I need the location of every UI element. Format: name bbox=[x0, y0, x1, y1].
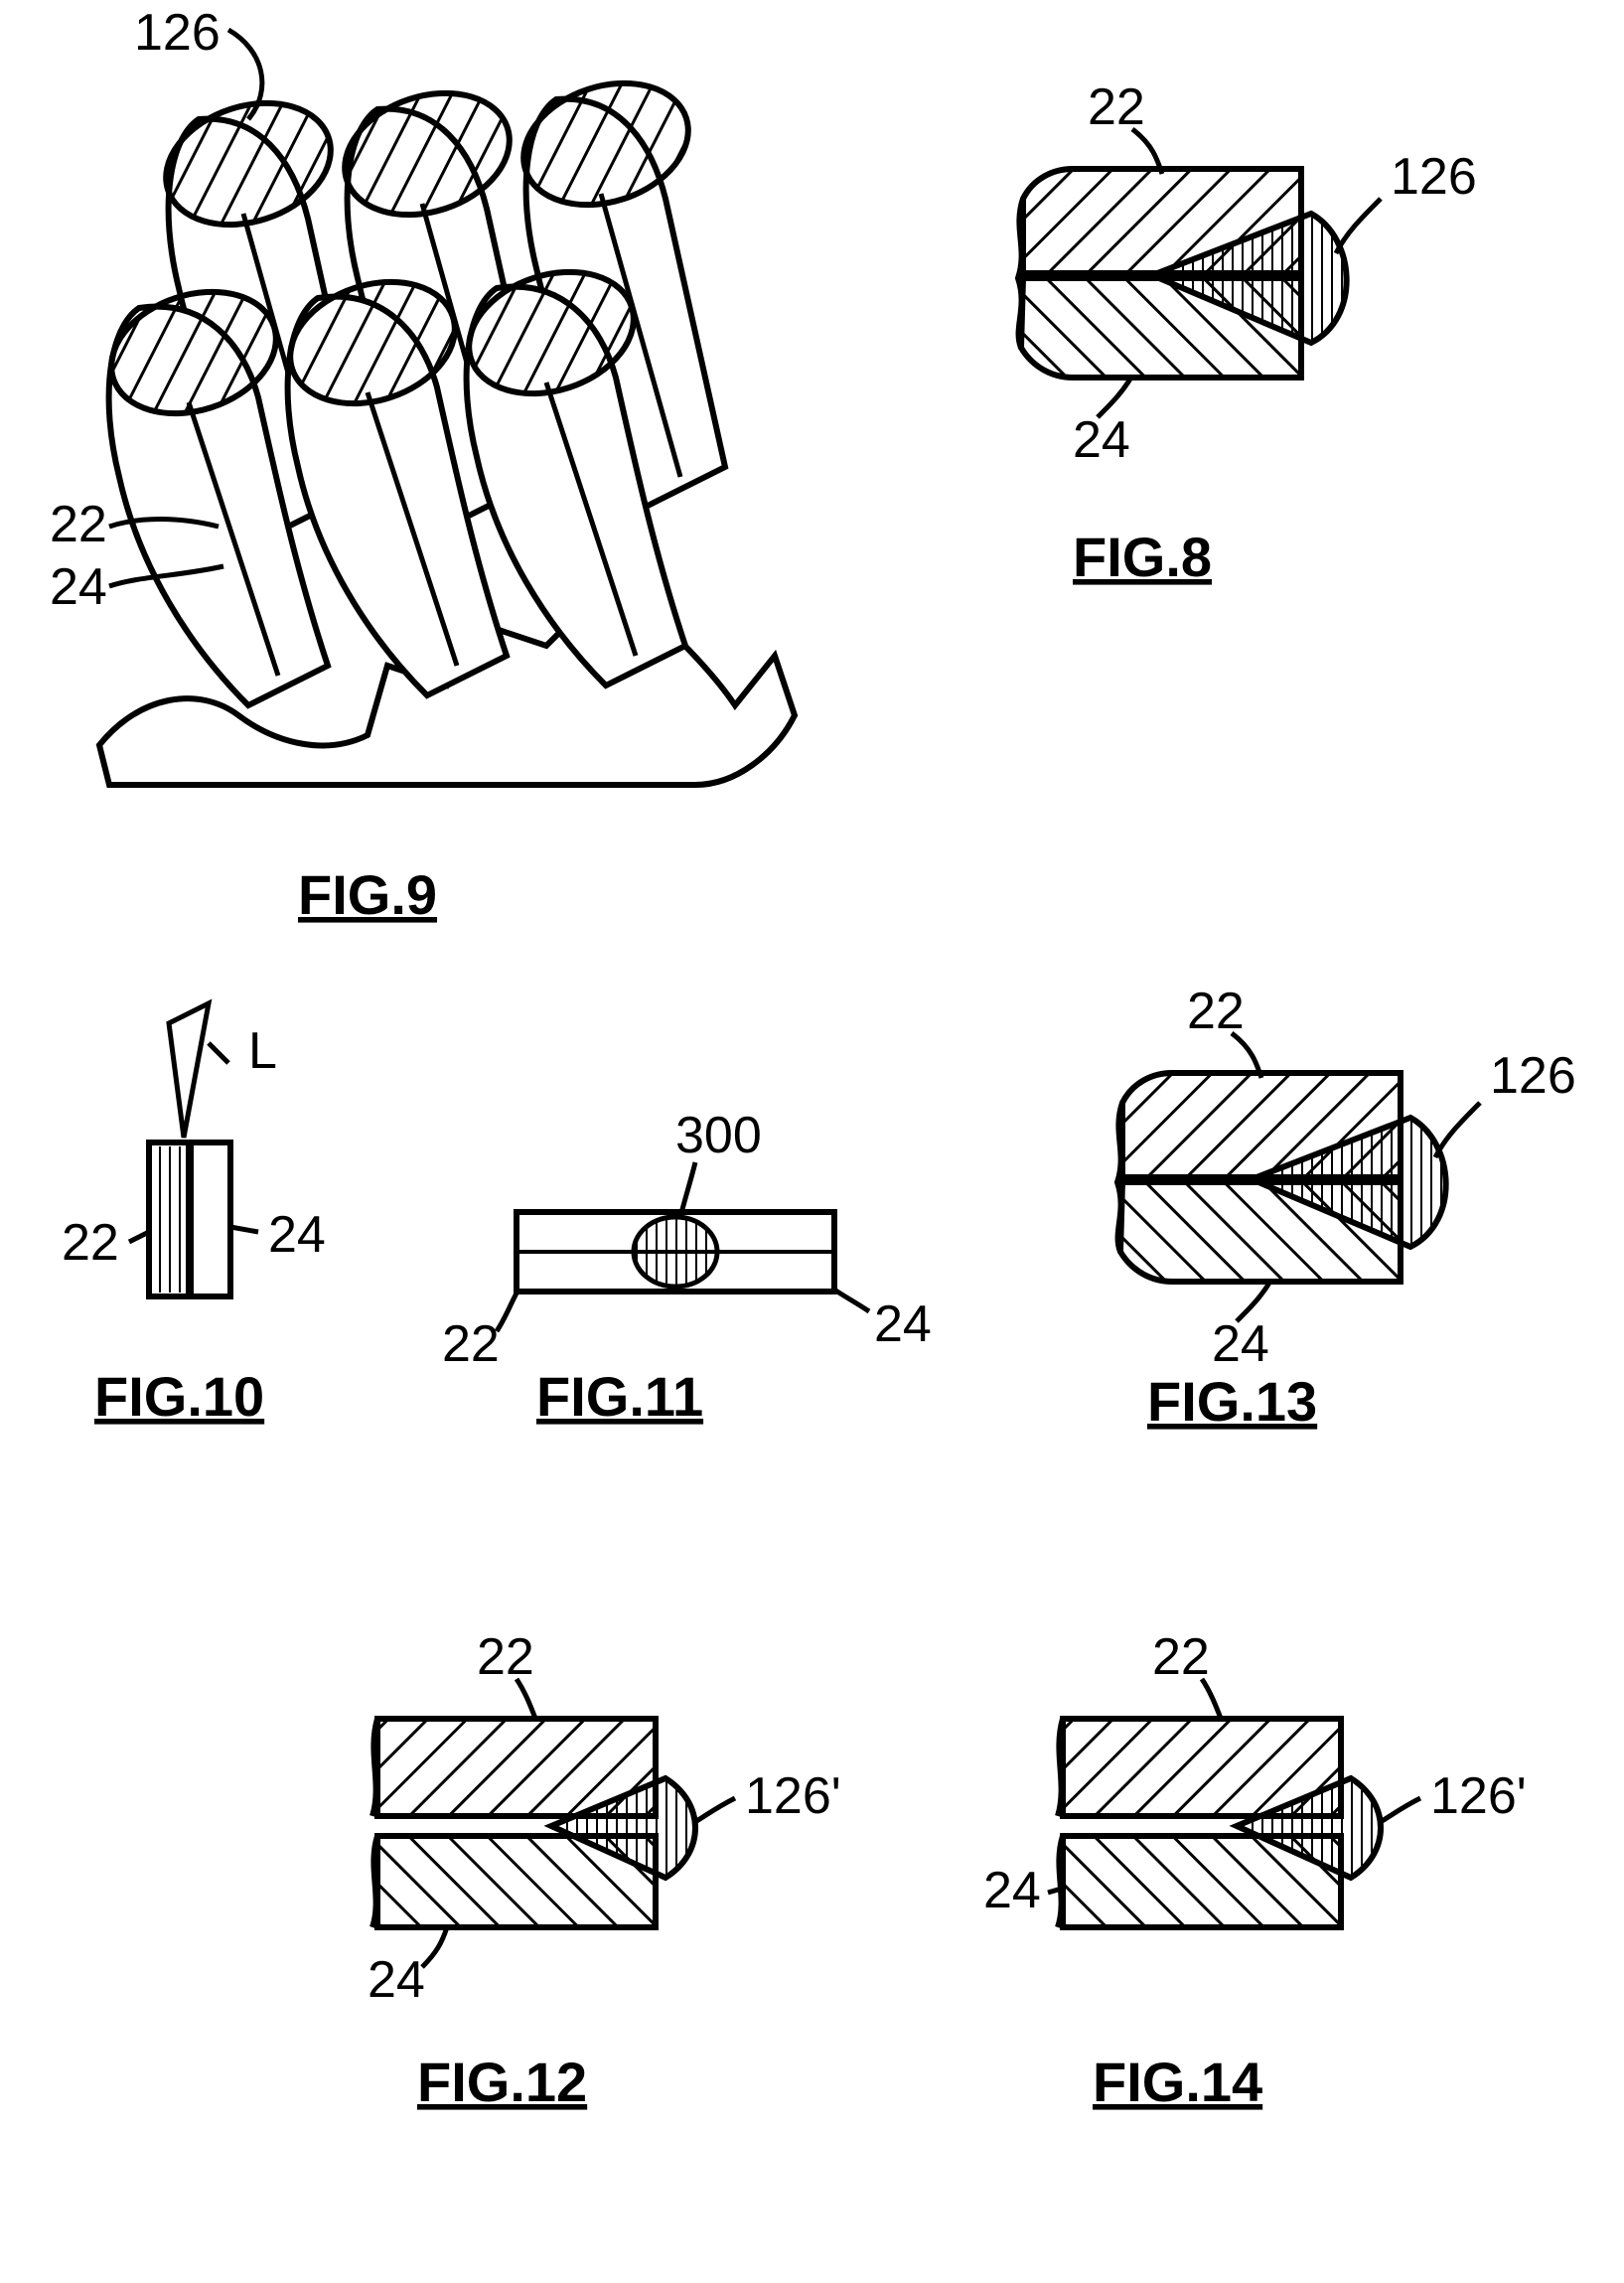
fig14-ref-22: 22 bbox=[1152, 1628, 1210, 1686]
fig8-ref-24: 24 bbox=[1073, 411, 1130, 469]
fig9-label: FIG.9 bbox=[298, 863, 437, 926]
fig11-ref-24: 24 bbox=[874, 1295, 932, 1353]
fig9-ref-22: 22 bbox=[50, 496, 107, 553]
fig11-label: FIG.11 bbox=[536, 1365, 703, 1428]
fig8-drawing bbox=[1018, 129, 1381, 417]
fig13-ref-24: 24 bbox=[1212, 1315, 1269, 1373]
fig10-ref-22: 22 bbox=[62, 1214, 119, 1272]
fig11-drawing bbox=[497, 1162, 869, 1331]
fig12-drawing bbox=[372, 1679, 735, 1967]
fig11-ref-22: 22 bbox=[442, 1315, 500, 1373]
fig10-ref-L: L bbox=[248, 1022, 277, 1080]
fig10-label: FIG.10 bbox=[94, 1365, 264, 1428]
fig9-ref-126: 126 bbox=[134, 4, 221, 62]
fig10-ref-24: 24 bbox=[268, 1206, 326, 1264]
fig10-drawing bbox=[129, 1003, 258, 1296]
fig8-label: FIG.8 bbox=[1073, 526, 1212, 588]
fig11-ref-300: 300 bbox=[675, 1107, 762, 1164]
fig13-drawing bbox=[1117, 1033, 1480, 1321]
fig13-ref-22: 22 bbox=[1187, 983, 1245, 1040]
fig12-ref-126p: 126' bbox=[745, 1767, 841, 1825]
fig14-ref-126p: 126' bbox=[1430, 1767, 1527, 1825]
fig14-ref-24: 24 bbox=[983, 1862, 1041, 1919]
fig9-ref-24: 24 bbox=[50, 558, 107, 616]
fig14-drawing bbox=[1048, 1679, 1420, 1927]
fig13-ref-126: 126 bbox=[1490, 1047, 1576, 1105]
fig12-label: FIG.12 bbox=[417, 2051, 587, 2113]
fig13-label: FIG.13 bbox=[1147, 1370, 1317, 1433]
fig8-ref-126: 126 bbox=[1391, 148, 1477, 206]
fig14-label: FIG.14 bbox=[1093, 2051, 1262, 2113]
fig8-ref-22: 22 bbox=[1088, 78, 1145, 136]
fig9-drawing bbox=[95, 30, 795, 785]
fig12-ref-24: 24 bbox=[368, 1951, 425, 2009]
patent-drawing-page: 126 22 24 FIG.9 22 126 24 FIG.8 L bbox=[0, 0, 1624, 2283]
fig12-ref-22: 22 bbox=[477, 1628, 534, 1686]
